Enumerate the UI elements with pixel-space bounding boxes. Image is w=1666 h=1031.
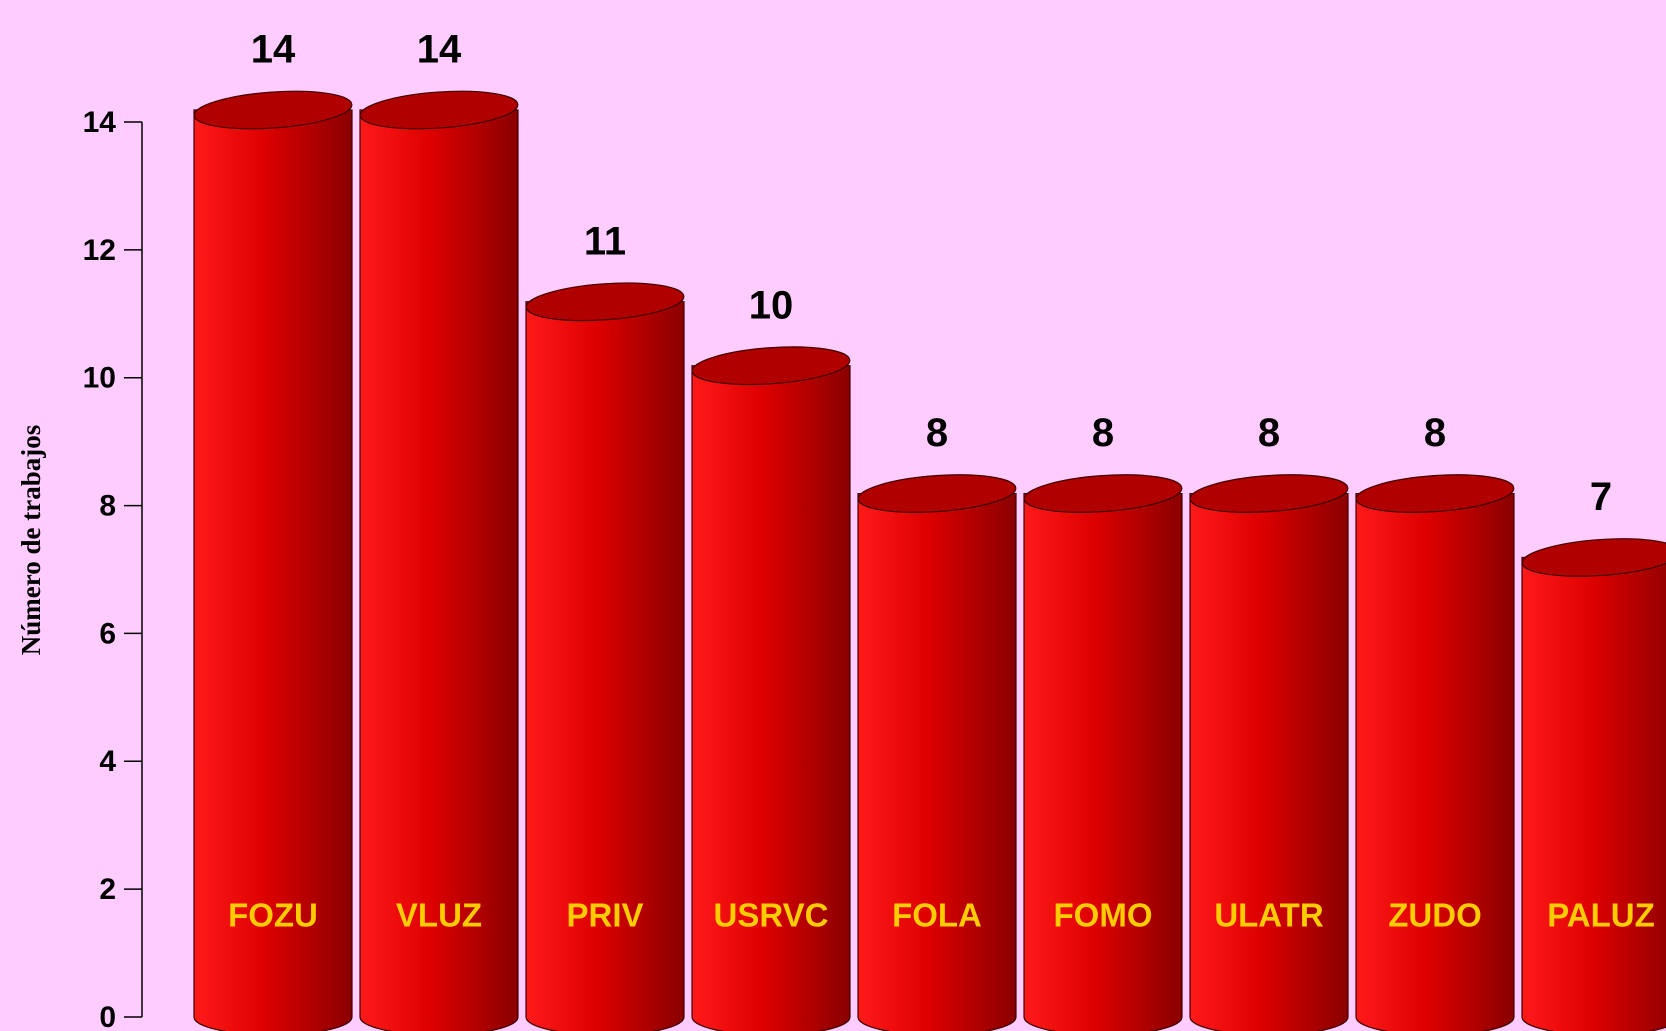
category-label: VLUZ: [396, 897, 482, 934]
bar-top: [857, 474, 1017, 513]
bar: [1023, 492, 1183, 1031]
bar: [359, 109, 519, 1031]
bar: [1521, 556, 1666, 1031]
bar: [525, 301, 685, 1031]
bar-top: [193, 90, 353, 130]
bar-top: [359, 90, 519, 130]
category-label: ZUDO: [1388, 897, 1482, 934]
y-tick-label: 6: [99, 617, 116, 650]
bar: [193, 109, 353, 1031]
y-tick-label: 8: [99, 489, 116, 522]
y-tick-label: 2: [99, 873, 116, 906]
value-label: 14: [251, 28, 296, 72]
value-label: 10: [749, 283, 794, 327]
y-tick-label: 4: [99, 745, 116, 778]
category-label: FOMO: [1054, 897, 1153, 934]
bar-top: [1023, 474, 1183, 513]
bar-top: [525, 282, 685, 322]
bar: [691, 365, 851, 1031]
category-label: PALUZ: [1547, 897, 1655, 934]
bar-top: [691, 346, 851, 386]
bar-top: [1355, 474, 1515, 513]
y-tick-label: 0: [99, 1001, 116, 1031]
category-label: ULATR: [1214, 897, 1324, 934]
y-tick-label: 10: [83, 362, 116, 395]
value-label: 8: [1424, 411, 1446, 455]
bar: [1189, 492, 1349, 1031]
bar-top: [1189, 474, 1349, 513]
category-label: FOZU: [228, 897, 318, 934]
value-label: 8: [926, 411, 948, 455]
value-label: 7: [1590, 475, 1612, 519]
y-tick-label: 12: [83, 234, 116, 267]
category-label: USRVC: [714, 897, 829, 934]
bar: [1355, 492, 1515, 1031]
value-label: 8: [1258, 411, 1280, 455]
value-label: 8: [1092, 411, 1114, 455]
y-tick-label: 14: [83, 106, 117, 139]
bar-top: [1521, 538, 1666, 577]
y-axis-label: Número de trabajos: [16, 425, 46, 655]
value-label: 14: [417, 28, 462, 72]
category-label: FOLA: [892, 897, 982, 934]
value-label: 11: [584, 219, 626, 263]
category-label: PRIV: [566, 897, 643, 934]
bar: [857, 492, 1017, 1031]
